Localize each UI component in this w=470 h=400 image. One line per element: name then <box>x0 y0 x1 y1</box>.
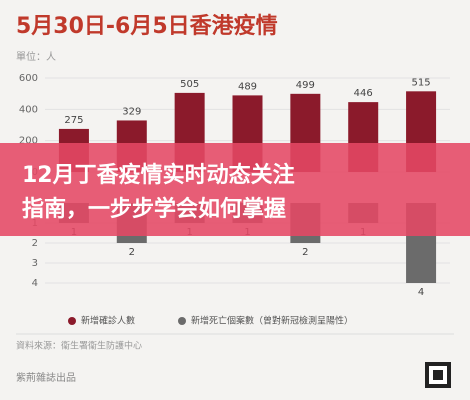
legend-label: 新增死亡個案數（曾對新冠檢測呈陽性） <box>191 315 353 327</box>
value-label: 499 <box>296 80 315 91</box>
legend-label: 新增確診人數 <box>81 315 135 327</box>
banner-line: 12月丁香疫情实时动态关注 <box>22 162 295 188</box>
legend-marker <box>68 317 76 325</box>
chart-title: 5月30日-6月5日香港疫情 <box>16 13 278 39</box>
y2-tick-label: 3 <box>32 258 38 269</box>
y2-tick-label: 4 <box>32 278 38 289</box>
source: 資料來源：衞生署衞生防護中心 <box>16 340 142 352</box>
y2-tick-label: 2 <box>32 238 38 249</box>
logo <box>360 362 420 388</box>
value-label: 329 <box>122 106 141 117</box>
banner <box>0 143 470 236</box>
value-label: 2 <box>302 247 308 258</box>
value-label: 515 <box>412 77 431 88</box>
banner-line: 指南，一步步学会如何掌握 <box>22 196 286 222</box>
credit: 紫荊雜誌出品 <box>16 371 76 384</box>
value-label: 2 <box>129 247 135 258</box>
value-label: 446 <box>354 88 373 99</box>
y-tick-label: 200 <box>19 136 38 147</box>
value-label: 4 <box>418 287 424 298</box>
y-tick-label: 400 <box>19 104 38 115</box>
value-label: 275 <box>64 115 83 126</box>
value-label: 505 <box>180 79 199 90</box>
qr-center <box>433 370 443 380</box>
y-axis-label: 單位：人 <box>16 50 56 63</box>
value-label: 489 <box>238 81 257 92</box>
legend-marker <box>178 317 186 325</box>
y-tick-label: 600 <box>19 73 38 84</box>
